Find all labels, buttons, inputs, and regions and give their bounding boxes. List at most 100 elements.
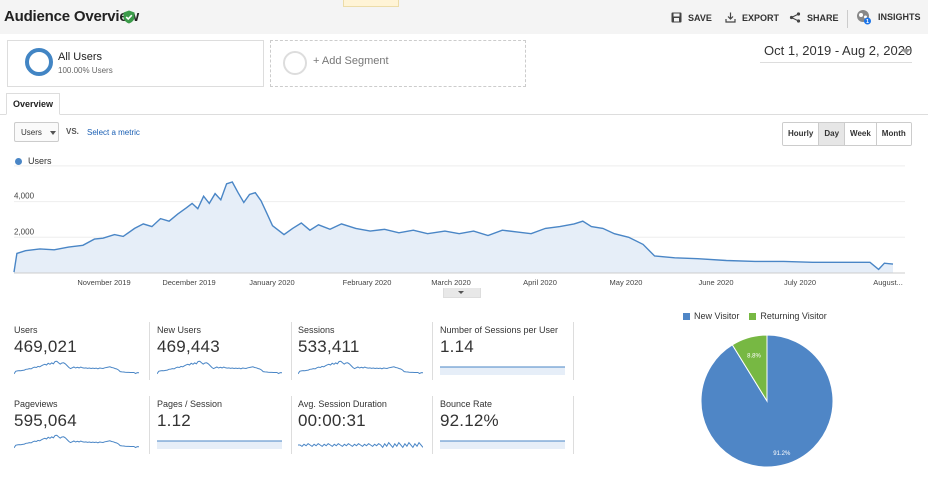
tab-overview[interactable]: Overview bbox=[6, 93, 60, 115]
add-segment-label: + Add Segment bbox=[313, 55, 389, 67]
legend-swatch bbox=[683, 313, 690, 321]
select-metric-link[interactable]: Select a metric bbox=[87, 128, 140, 137]
legend-item-returning-visitor[interactable]: Returning Visitor bbox=[749, 311, 827, 321]
export-label: EXPORT bbox=[742, 12, 780, 23]
pie-slice-label: 8.8% bbox=[747, 353, 761, 359]
x-tick-label: December 2019 bbox=[162, 278, 215, 287]
pie-legend: New Visitor Returning Visitor bbox=[683, 311, 827, 321]
metric-sparkline bbox=[440, 440, 565, 449]
granularity-day[interactable]: Day bbox=[819, 123, 846, 145]
x-tick-label: July 2020 bbox=[784, 278, 816, 287]
share-icon bbox=[789, 12, 801, 23]
metric-card-sessions[interactable]: Sessions 533,411 bbox=[298, 325, 438, 385]
sparkline-fill bbox=[157, 441, 282, 449]
metric-dropdown[interactable]: Users bbox=[14, 122, 59, 142]
users-area-fill bbox=[14, 182, 893, 273]
save-icon bbox=[671, 12, 682, 23]
x-tick-label: June 2020 bbox=[698, 278, 733, 287]
segment-sublabel: 100.00% Users bbox=[58, 66, 113, 75]
metric-value: 00:00:31 bbox=[298, 411, 366, 430]
legend-swatch bbox=[749, 313, 757, 321]
visitor-type-pie-chart: 91.2% 8.8% bbox=[700, 334, 834, 468]
x-tick-label: January 2020 bbox=[249, 278, 294, 287]
report-header bbox=[0, 0, 928, 34]
metric-card-bounce-rate[interactable]: Bounce Rate 92.12% bbox=[440, 399, 580, 459]
export-icon bbox=[725, 12, 736, 23]
metric-value: 533,411 bbox=[298, 337, 360, 356]
save-button[interactable]: SAVE bbox=[671, 12, 712, 23]
metric-card-new-users[interactable]: New Users 469,443 bbox=[157, 325, 297, 385]
metric-divider bbox=[573, 322, 574, 380]
sparkline-path bbox=[157, 360, 282, 375]
legend-label: Returning Visitor bbox=[760, 311, 827, 321]
metric-sparkline bbox=[298, 360, 423, 375]
metric-value: 595,064 bbox=[14, 411, 77, 430]
metric-label: New Users bbox=[157, 325, 202, 335]
granularity-week[interactable]: Week bbox=[845, 123, 877, 145]
segment-placeholder-icon bbox=[283, 51, 307, 75]
users-series-line bbox=[13, 181, 894, 273]
metric-value: 469,443 bbox=[157, 337, 220, 356]
legend-label: New Visitor bbox=[694, 311, 740, 321]
verified-shield-icon bbox=[122, 10, 136, 24]
metric-card-users[interactable]: Users 469,021 bbox=[14, 325, 154, 385]
metric-card-avg-session-duration[interactable]: Avg. Session Duration 00:00:31 bbox=[298, 399, 438, 459]
insights-icon: 1 bbox=[857, 10, 871, 25]
segment-all-users[interactable]: All Users 100.00% Users bbox=[7, 40, 264, 87]
metric-divider bbox=[432, 322, 433, 380]
metric-card-pages-per-session[interactable]: Pages / Session 1.12 bbox=[157, 399, 297, 459]
vs-label: VS. bbox=[66, 127, 79, 136]
sparkline-path bbox=[298, 360, 423, 375]
legend-item-new-visitor[interactable]: New Visitor bbox=[683, 311, 739, 321]
granularity-month[interactable]: Month bbox=[876, 123, 911, 145]
export-button[interactable]: EXPORT bbox=[725, 12, 779, 23]
metric-divider bbox=[291, 322, 292, 380]
x-tick-label: May 2020 bbox=[610, 278, 643, 287]
pie-slice-label: 91.2% bbox=[773, 451, 791, 457]
share-button[interactable]: SHARE bbox=[789, 12, 839, 23]
metric-divider bbox=[432, 396, 433, 454]
sparkline-path bbox=[14, 360, 139, 375]
chart-legend-label: Users bbox=[28, 156, 52, 166]
date-range-picker[interactable]: Oct 1, 2019 - Aug 2, 2020 bbox=[764, 43, 913, 58]
x-tick-label: February 2020 bbox=[343, 278, 392, 287]
metric-sparkline bbox=[14, 360, 139, 375]
sparkline-fill bbox=[440, 441, 565, 449]
date-range-underline bbox=[760, 62, 912, 63]
metric-card-sessions-per-user[interactable]: Number of Sessions per User 1.14 bbox=[440, 325, 580, 385]
metric-sparkline bbox=[298, 441, 423, 449]
metric-card-pageviews[interactable]: Pageviews 595,064 bbox=[14, 399, 154, 459]
tab-bar-border bbox=[0, 114, 928, 115]
sparkline-path bbox=[298, 441, 423, 449]
legend-marker bbox=[15, 158, 22, 165]
granularity-hourly[interactable]: Hourly bbox=[783, 123, 820, 145]
insights-badge: 1 bbox=[866, 19, 869, 25]
chevron-down-icon[interactable] bbox=[901, 49, 911, 54]
granularity-toggle: Hourly Day Week Month bbox=[782, 122, 912, 146]
metric-divider bbox=[149, 322, 150, 380]
metric-sparkline bbox=[14, 434, 139, 449]
metric-value: 1.12 bbox=[157, 411, 191, 430]
chevron-down-icon[interactable] bbox=[50, 131, 56, 135]
save-label: SAVE bbox=[688, 12, 712, 23]
chevron-down-icon[interactable] bbox=[458, 291, 464, 294]
insights-label: INSIGHTS bbox=[878, 12, 921, 22]
metric-divider bbox=[291, 396, 292, 454]
sparkline-path bbox=[14, 434, 139, 449]
metric-label: Sessions bbox=[298, 325, 335, 335]
metric-label: Pages / Session bbox=[157, 399, 223, 409]
add-segment-button[interactable]: + Add Segment bbox=[270, 40, 526, 87]
metric-sparkline bbox=[440, 366, 565, 375]
page-title: Audience Overview bbox=[4, 8, 139, 25]
metric-label: Avg. Session Duration bbox=[298, 399, 387, 409]
notification-tab[interactable] bbox=[343, 0, 399, 7]
x-tick-label: August... bbox=[873, 278, 903, 287]
segment-ring-icon bbox=[25, 48, 53, 76]
metric-divider bbox=[149, 396, 150, 454]
insights-button[interactable]: 1 INSIGHTS bbox=[856, 9, 921, 25]
x-tick-label: April 2020 bbox=[523, 278, 557, 287]
y-tick-label: 2,000 bbox=[14, 227, 35, 236]
metric-sparkline bbox=[157, 440, 282, 449]
pie-slice-returning-visitor[interactable] bbox=[731, 334, 768, 403]
share-label: SHARE bbox=[807, 12, 839, 23]
